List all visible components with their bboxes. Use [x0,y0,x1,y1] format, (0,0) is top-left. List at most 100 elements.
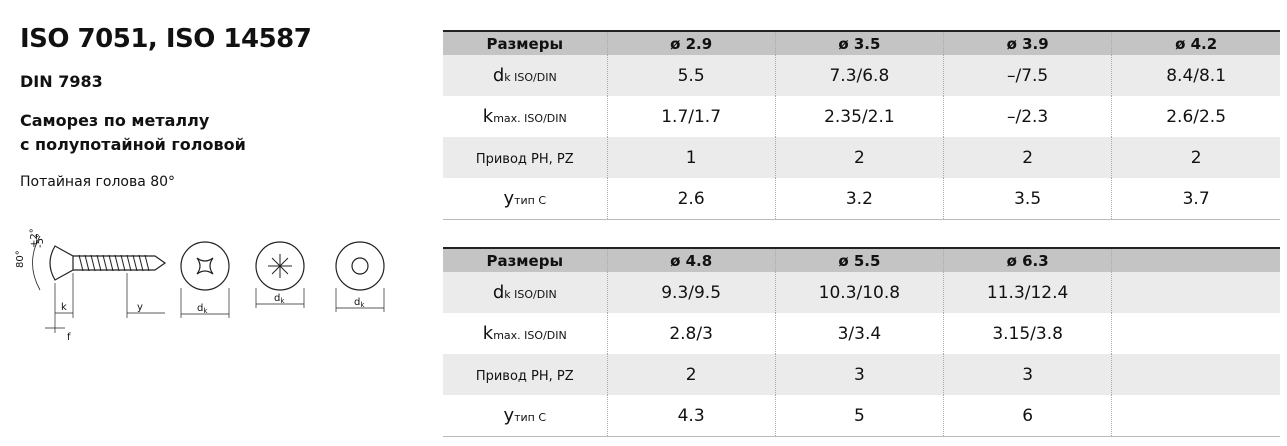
value-cell [1111,272,1280,313]
dk-label: dk [197,303,208,315]
title: ISO 7051, ISO 14587 [20,24,312,54]
description-line: Саморез по металлу [20,111,210,130]
row-label: Привод PH, PZ [443,137,607,178]
row-label: dk ISO/DIN [443,272,607,313]
angle-tolerance: -5° [35,233,46,248]
value-cell: 5 [774,395,944,437]
value-cell: 11.3/12.4 [942,272,1112,313]
header-cell: Размеры [443,30,607,55]
dk-main: d [274,293,280,304]
label-main: k [482,106,494,127]
value-cell: 2 [942,137,1112,178]
dk-label: dk [274,293,285,305]
value-cell: 2 [606,354,776,395]
angle-arc [32,235,41,291]
value-cell: 3 [942,354,1112,395]
value-cell [1111,354,1280,395]
value-cell: 3.15/3.8 [942,313,1112,354]
description-line: с полупотайной головой [20,135,246,154]
label-sub: тип C [514,411,547,424]
header-cell: ø 3.9 [942,30,1112,55]
standard: DIN 7983 [20,72,103,91]
dk-dims [180,288,385,318]
value-cell: 8.4/8.1 [1111,55,1280,96]
head-view-torx [335,241,385,291]
row-label: kmax. ISO/DIN [443,96,607,137]
header-row: Размеры ø 4.8 ø 5.5 ø 6.3 [443,247,1280,272]
label-sub: k ISO/DIN [504,71,557,84]
row-label: yтип C [443,178,607,220]
label-sub: k ISO/DIN [504,288,557,301]
data-row: dk ISO/DIN 5.5 7.3/6.8 –/7.5 8.4/8.1 [443,55,1280,96]
label-main: y [503,188,515,209]
value-cell: 9.3/9.5 [606,272,776,313]
pz-recess [268,254,292,278]
value-cell [1111,395,1280,437]
value-cell: 3.2 [774,178,944,220]
header-cell: ø 2.9 [606,30,776,55]
value-cell [1111,313,1280,354]
f-label: f [67,332,71,343]
header-cell: ø 6.3 [942,247,1112,272]
dk-main: d [197,303,203,314]
value-cell: 2 [1111,137,1280,178]
data-row: yтип C 4.3 5 6 [443,395,1280,437]
value-cell: 2.8/3 [606,313,776,354]
spec-table: Размеры ø 2.9 ø 3.5 ø 3.9 ø 4.2 dk ISO/DIN 5.5… [443,30,1280,220]
thread [78,254,150,272]
value-cell: 6 [942,395,1112,437]
row-label: dk ISO/DIN [443,55,607,96]
header-cell: ø 4.8 [606,247,776,272]
value-cell: 2 [774,137,944,178]
label-main: Привод PH, PZ [475,368,574,384]
label-main: d [492,282,505,303]
value-cell: 1 [606,137,776,178]
note: Потайная голова 80° [20,174,176,190]
label-main: y [503,405,515,426]
spec-table: Размеры ø 4.8 ø 5.5 ø 6.3 dk ISO/DIN 9.3/9.5 1… [443,247,1280,437]
screw-drawing: 80° +2° -5° k f y dk dk dk [15,228,385,343]
value-cell: 4.3 [606,395,776,437]
row-label: yтип C [443,395,607,437]
dk-sub: k [280,297,285,305]
value-cell: 3.5 [942,178,1112,220]
row-label: kmax. ISO/DIN [443,313,607,354]
data-row: kmax. ISO/DIN 2.8/3 3/3.4 3.15/3.8 [443,313,1280,354]
label-main: Привод PH, PZ [475,151,574,167]
header-cell: ø 5.5 [774,247,944,272]
value-cell: 7.3/6.8 [774,55,944,96]
label-main: k [482,323,494,344]
value-cell: 3/3.4 [774,313,944,354]
value-cell: –/2.3 [942,96,1112,137]
y-label: y [137,302,143,313]
data-row: dk ISO/DIN 9.3/9.5 10.3/10.8 11.3/12.4 [443,272,1280,313]
value-cell: 10.3/10.8 [774,272,944,313]
torx-recess [351,257,369,275]
value-cell: 2.6 [606,178,776,220]
header-cell: Размеры [443,247,607,272]
angle-label: 80° [15,250,26,268]
head-view-pz [255,241,305,291]
header-cell: ø 4.2 [1111,30,1280,55]
header-cell [1111,247,1280,272]
value-cell: 3.7 [1111,178,1280,220]
k-label: k [61,302,67,313]
label-main: d [492,65,505,86]
value-cell: 5.5 [606,55,776,96]
label-sub: тип C [514,194,547,207]
value-cell: 1.7/1.7 [606,96,776,137]
header-row: Размеры ø 2.9 ø 3.5 ø 3.9 ø 4.2 [443,30,1280,55]
data-row: Привод PH, PZ 1 2 2 2 [443,137,1280,178]
screw-head [49,245,74,281]
ph-recess [196,257,214,275]
description: Саморез по металлу с полупотайной голово… [20,109,246,157]
data-row: yтип C 2.6 3.2 3.5 3.7 [443,178,1280,220]
dk-main: d [354,297,360,308]
dk-sub: k [360,301,365,309]
dk-label: dk [354,297,365,309]
value-cell: –/7.5 [942,55,1112,96]
label-sub: max. ISO/DIN [493,329,567,342]
row-label: Привод PH, PZ [443,354,607,395]
head-view-ph [180,241,230,291]
